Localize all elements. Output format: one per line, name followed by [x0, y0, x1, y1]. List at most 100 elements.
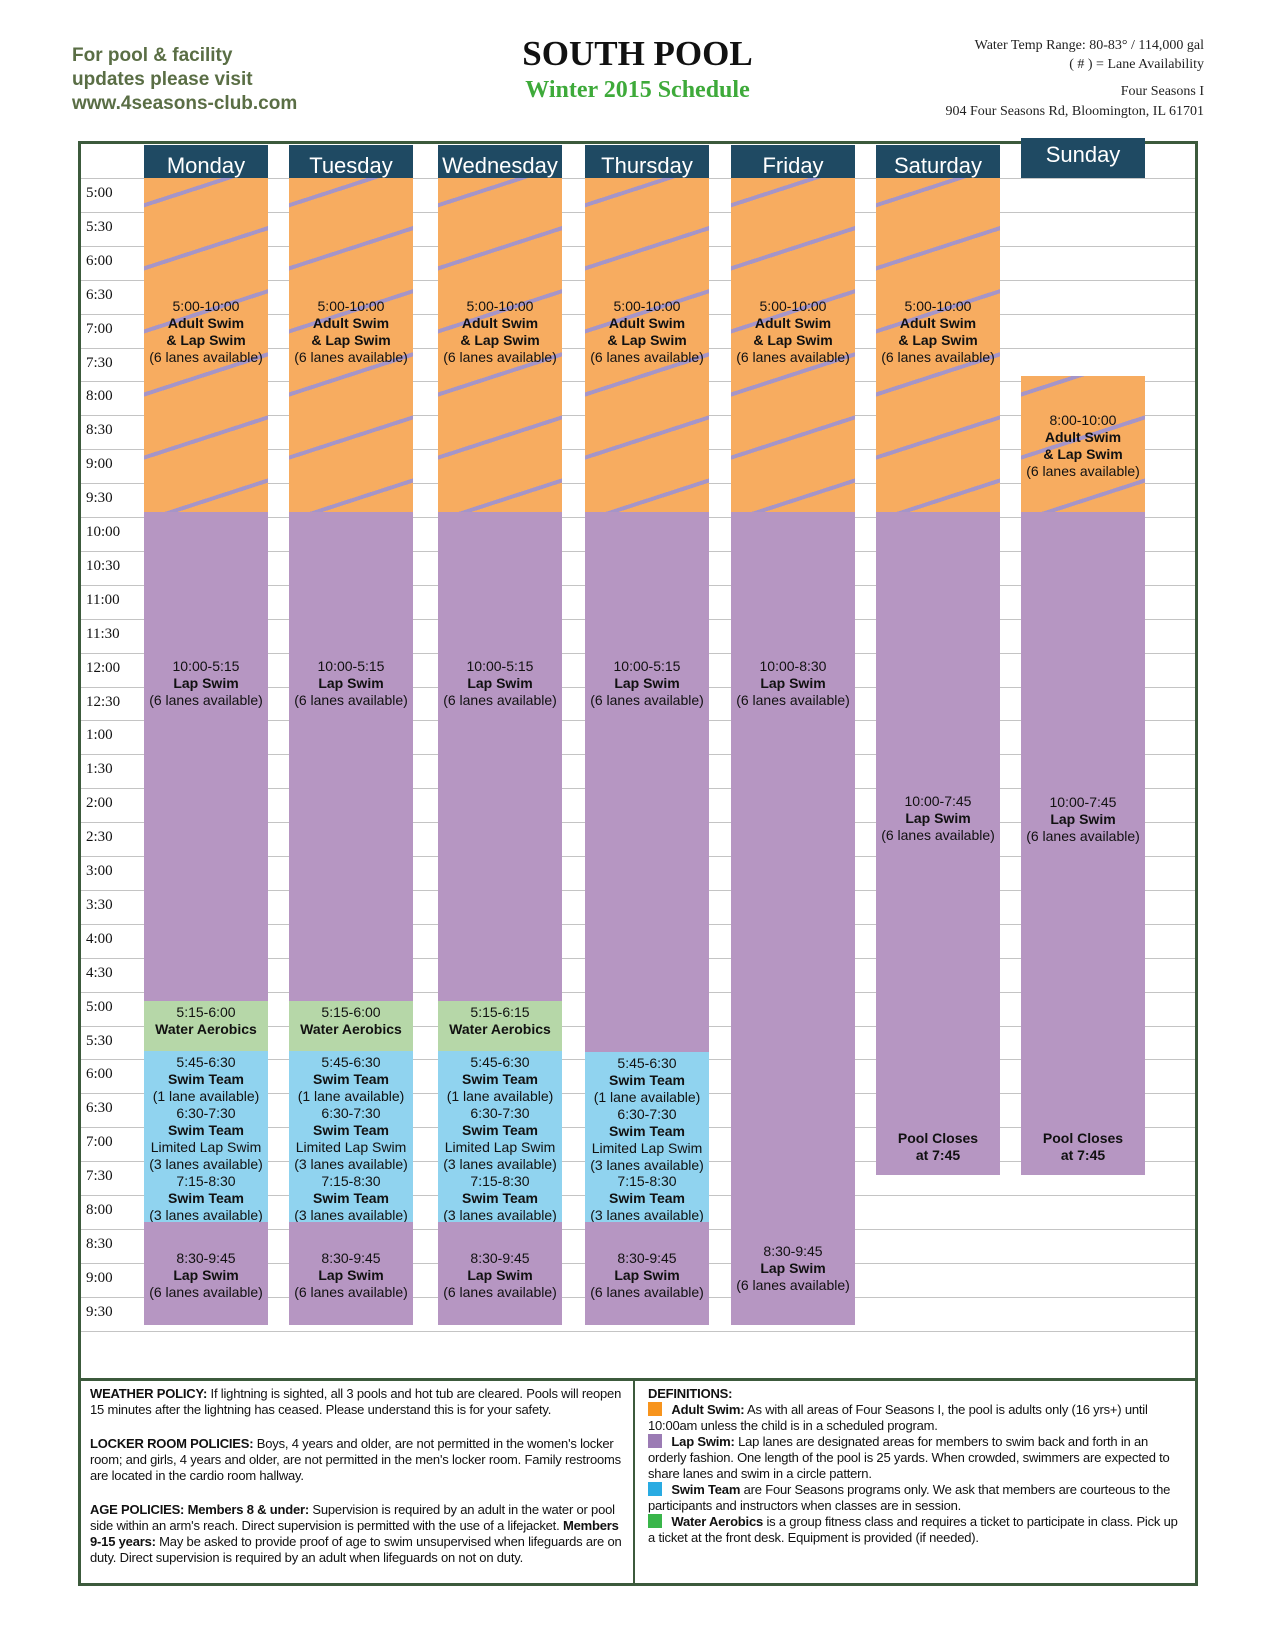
block-line: Limited Lap Swim — [591, 1140, 703, 1156]
block-text: 5:15-6:00 Water Aerobics — [289, 1004, 413, 1038]
block-text: 6:30-7:30 Swim Team Limited Lap Swim (3 lan… — [144, 1105, 268, 1173]
lap-swim-swatch — [648, 1434, 662, 1448]
block-text: 10:00-5:15 Lap Swim (6 lanes available) — [585, 658, 709, 709]
block-line: (6 lanes available) — [881, 827, 995, 843]
schedule-block-team[interactable]: 5:45-6:30 Swim Team (1 lane available) 6:30… — [438, 1051, 562, 1223]
website-link[interactable]: www.4seasons-club.com — [72, 93, 298, 114]
block-line: 5:15-6:00 — [321, 1004, 381, 1020]
block-line: (3 lanes available) — [590, 1157, 704, 1173]
block-line: (3 lanes available) — [294, 1156, 408, 1172]
block-line: & Lap Swim — [1043, 446, 1123, 462]
block-text: 10:00-5:15 Lap Swim (6 lanes available) — [289, 658, 413, 709]
block-line: 6:30-7:30 — [470, 1105, 530, 1121]
locker-policy-title: LOCKER ROOM POLICIES: — [90, 1436, 254, 1451]
time-label: 3:30 — [86, 897, 113, 913]
block-line: (6 lanes available) — [149, 349, 263, 365]
block-line: 8:30-9:45 — [763, 1243, 823, 1259]
schedule-block-lap[interactable]: 10:00-5:15 Lap Swim (6 lanes available) — [438, 512, 562, 1001]
age-policy-text: Supervision is required by an adult in t… — [90, 1502, 615, 1533]
block-text: 8:30-9:45 Lap Swim (6 lanes available) — [731, 1243, 855, 1294]
block-text: 8:00-10:00 Adult Swim & Lap Swim (6 lanes a… — [1021, 412, 1145, 480]
schedule-block-aerobics[interactable]: 5:15-6:00 Water Aerobics — [289, 1001, 413, 1051]
definition-term: Adult Swim: — [671, 1402, 745, 1417]
block-line: Adult Swim — [608, 315, 686, 331]
block-line: (6 lanes available) — [1026, 828, 1140, 844]
block-line: 7:15-8:30 — [176, 1173, 236, 1189]
block-line: 10:00-5:15 — [613, 658, 681, 674]
schedule-block-adult[interactable]: 5:00-10:00 Adult Swim & Lap Swim (6 lanes a… — [585, 178, 709, 512]
time-label: 2:00 — [86, 795, 113, 811]
definition-lap-swim: Lap Swim: Lap lanes are designated areas… — [648, 1434, 1188, 1482]
block-line: 5:00-10:00 — [759, 298, 827, 314]
schedule-block-lap[interactable]: 8:30-9:45 Lap Swim (6 lanes available) — [144, 1222, 268, 1325]
block-line: & Lap Swim — [753, 332, 833, 348]
block-line: at 7:45 — [1060, 1147, 1106, 1163]
block-line: Swim Team — [609, 1123, 685, 1139]
block-line: (1 lane available) — [297, 1088, 405, 1104]
time-label: 8:30 — [86, 1236, 113, 1252]
block-text: 5:00-10:00 Adult Swim & Lap Swim (6 lanes a… — [144, 298, 268, 366]
time-label: 10:00 — [86, 524, 121, 540]
schedule-block-team[interactable]: 5:45-6:30 Swim Team (1 lane available) 6:30… — [289, 1051, 413, 1224]
block-line: Swim Team — [609, 1072, 685, 1088]
schedule-block-adult[interactable]: 5:00-10:00 Adult Swim & Lap Swim (6 lanes a… — [144, 178, 268, 512]
day-header-wednesday: Wednesday — [438, 145, 562, 187]
block-line: Lap Swim — [173, 675, 239, 691]
definition-text: is a group fitness class and requires a … — [648, 1514, 1178, 1545]
schedule-block-lap[interactable]: 10:00-5:15 Lap Swim (6 lanes available) — [144, 512, 268, 1001]
block-text: 8:30-9:45 Lap Swim (6 lanes available) — [144, 1250, 268, 1301]
schedule-block-adult[interactable]: 5:00-10:00 Adult Swim & Lap Swim (6 lanes a… — [289, 178, 413, 512]
policies-box — [78, 1378, 1198, 1586]
block-text: 5:00-10:00 Adult Swim & Lap Swim (6 lanes a… — [438, 298, 562, 366]
schedule-block-team[interactable]: 5:45-6:30 Swim Team (1 lane available) 6:30… — [585, 1052, 709, 1223]
block-line: Water Aerobics — [449, 1021, 551, 1037]
schedule-block-adult[interactable]: 5:00-10:00 Adult Swim & Lap Swim (6 lanes a… — [731, 178, 855, 512]
block-line: 10:00-7:45 — [904, 793, 972, 809]
block-text: Pool Closes at 7:45 — [876, 1130, 1000, 1164]
schedule-block-team[interactable]: 5:45-6:30 Swim Team (1 lane available) 6:30… — [144, 1051, 268, 1223]
schedule-block-lap[interactable]: 8:30-9:45 Lap Swim (6 lanes available) — [585, 1222, 709, 1325]
schedule-block-lap[interactable]: 10:00-7:45 Lap Swim (6 lanes available) Poo… — [876, 512, 1000, 1175]
schedule-block-lap[interactable]: 8:30-9:45 Lap Swim (6 lanes available) — [289, 1222, 413, 1325]
block-line: (6 lanes available) — [443, 349, 557, 365]
definition-text: As with all areas of Four Seasons I, the… — [648, 1402, 1148, 1433]
schedule-block-aerobics[interactable]: 5:15-6:00 Water Aerobics — [144, 1001, 268, 1051]
schedule-block-lap[interactable]: 10:00-7:45 Lap Swim (6 lanes available) Poo… — [1021, 512, 1145, 1175]
block-line: 5:45-6:30 — [617, 1055, 677, 1071]
schedule-block-lap[interactable]: 10:00-5:15 Lap Swim (6 lanes available) — [585, 512, 709, 1052]
block-text: 5:00-10:00 Adult Swim & Lap Swim (6 lanes a… — [731, 298, 855, 366]
block-line: Swim Team — [462, 1122, 538, 1138]
time-label: 8:00 — [86, 1202, 113, 1218]
schedule-block-aerobics[interactable]: 5:15-6:15 Water Aerobics — [438, 1001, 562, 1051]
schedule-block-adult[interactable]: 5:00-10:00 Adult Swim & Lap Swim (6 lanes a… — [876, 178, 1000, 512]
time-label: 5:00 — [86, 999, 113, 1015]
block-line: Adult Swim — [1044, 429, 1122, 445]
block-line: 8:30-9:45 — [617, 1250, 677, 1266]
schedule-block-lap[interactable]: 10:00-8:30 Lap Swim (6 lanes available) 8:3… — [731, 512, 855, 1325]
block-line: Adult Swim — [461, 315, 539, 331]
block-line: Pool Closes — [1042, 1130, 1124, 1146]
block-line: (6 lanes available) — [1026, 463, 1140, 479]
definition-text: are Four Seasons programs only. We ask t… — [648, 1482, 1171, 1513]
block-line: 10:00-8:30 — [759, 658, 827, 674]
schedule-block-adult[interactable]: 5:00-10:00 Adult Swim & Lap Swim (6 lanes a… — [438, 178, 562, 512]
club-address: 904 Four Seasons Rd, Bloomington, IL 617… — [945, 104, 1205, 119]
weather-policy-title: WEATHER POLICY: — [90, 1386, 208, 1401]
schedule-block-adult[interactable]: 8:00-10:00 Adult Swim & Lap Swim (6 lanes a… — [1021, 376, 1145, 512]
schedule-block-lap[interactable]: 8:30-9:45 Lap Swim (6 lanes available) — [438, 1222, 562, 1325]
block-text: Pool Closes at 7:45 — [1021, 1130, 1145, 1164]
block-line: 6:30-7:30 — [176, 1105, 236, 1121]
block-line: Lap Swim — [318, 675, 384, 691]
weather-policy: WEATHER POLICY: If lightning is sighted,… — [90, 1386, 622, 1418]
definition-water-aerobics: Water Aerobics is a group fitness class … — [648, 1514, 1188, 1546]
block-line: 5:00-10:00 — [613, 298, 681, 314]
block-text: 5:45-6:30 Swim Team (1 lane available) — [438, 1054, 562, 1105]
schedule-block-lap[interactable]: 10:00-5:15 Lap Swim (6 lanes available) — [289, 512, 413, 1001]
block-line: 7:15-8:30 — [470, 1173, 530, 1189]
block-text: 7:15-8:30 Swim Team (3 lanes available) — [289, 1173, 413, 1224]
water-temp: Water Temp Range: 80-83° / 114,000 gal — [974, 38, 1204, 53]
block-line: 8:30-9:45 — [321, 1250, 381, 1266]
block-line: & Lap Swim — [166, 332, 246, 348]
age-policy-text-2: May be asked to provide proof of age to … — [90, 1534, 622, 1565]
block-line: Adult Swim — [167, 315, 245, 331]
